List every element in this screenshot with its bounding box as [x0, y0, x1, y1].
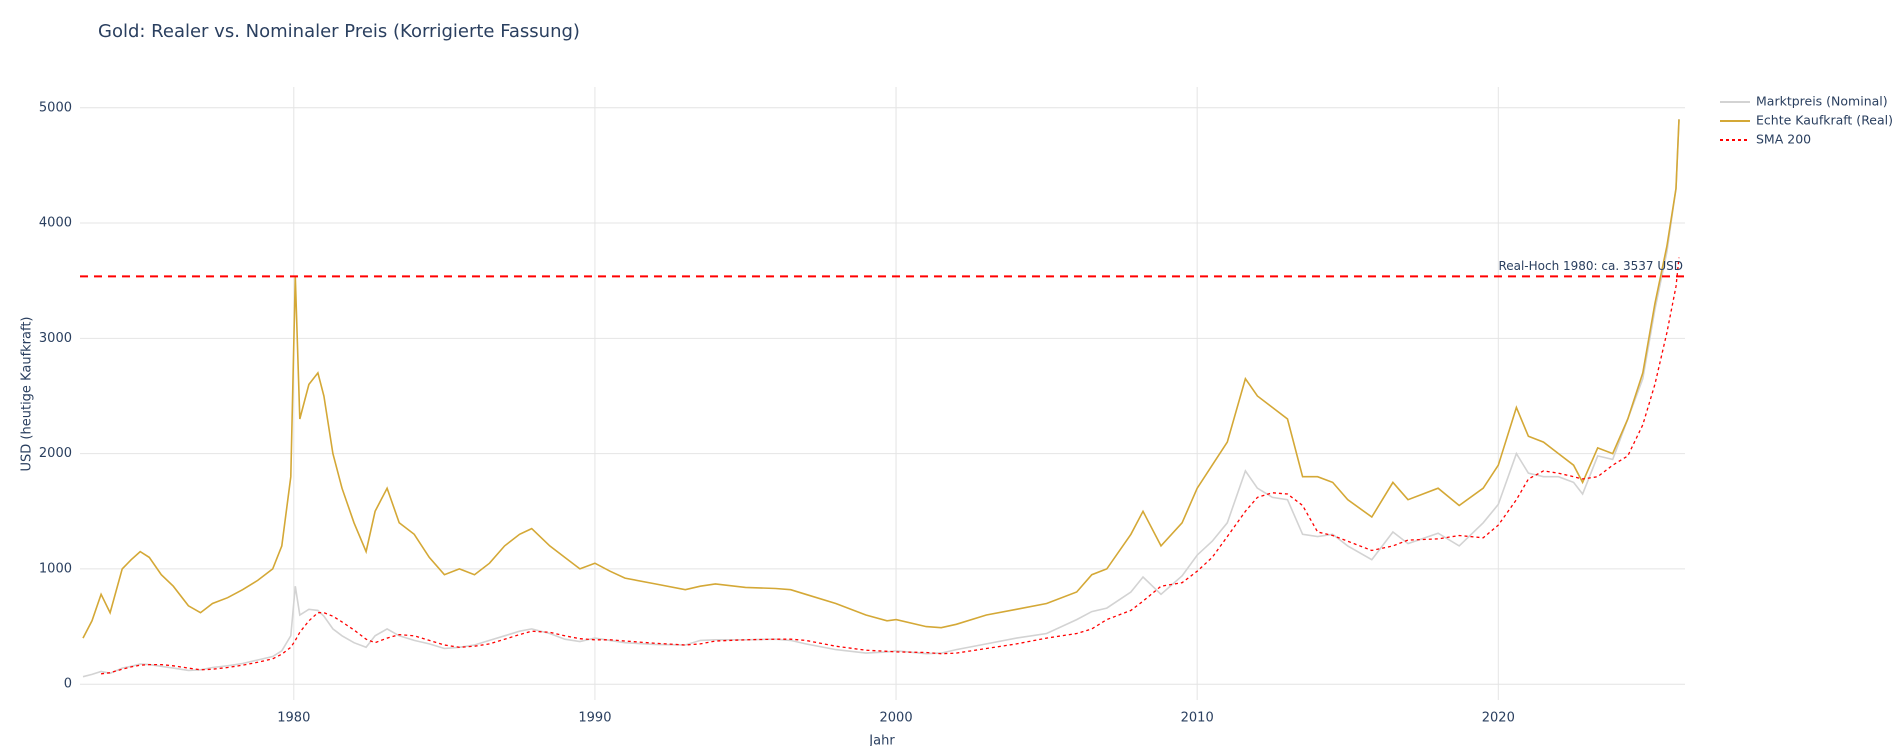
y-tick-label: 1000	[39, 561, 72, 576]
annotation: Real-Hoch 1980: ca. 3537 USD	[1498, 259, 1683, 273]
data-line	[82, 119, 1680, 678]
x-tick-label: 2020	[1482, 711, 1515, 726]
y-tick-label: 0	[64, 677, 72, 692]
y-tick-label: 2000	[39, 446, 72, 461]
y-axis-title: USD (heutige Kaufkraft)	[20, 317, 35, 472]
legend-label: Marktpreis (Nominal)	[1756, 94, 1888, 109]
data-line	[101, 257, 1680, 675]
chart-title: Gold: Realer vs. Nominaler Preis (Korrig…	[98, 21, 580, 42]
y-tick-label: 5000	[39, 100, 72, 115]
x-tick-label: 1980	[277, 711, 310, 726]
x-tick-label: 1990	[578, 711, 611, 726]
y-tick-label: 3000	[39, 331, 72, 346]
data-line	[82, 119, 1680, 639]
legend-label: Echte Kaufkraft (Real)	[1756, 113, 1893, 128]
x-axis-title: Jahr	[868, 734, 895, 746]
legend-label: SMA 200	[1756, 132, 1811, 147]
x-tick-label: 2010	[1181, 711, 1214, 726]
x-tick-label: 2000	[880, 711, 913, 726]
y-tick-label: 4000	[39, 216, 72, 231]
